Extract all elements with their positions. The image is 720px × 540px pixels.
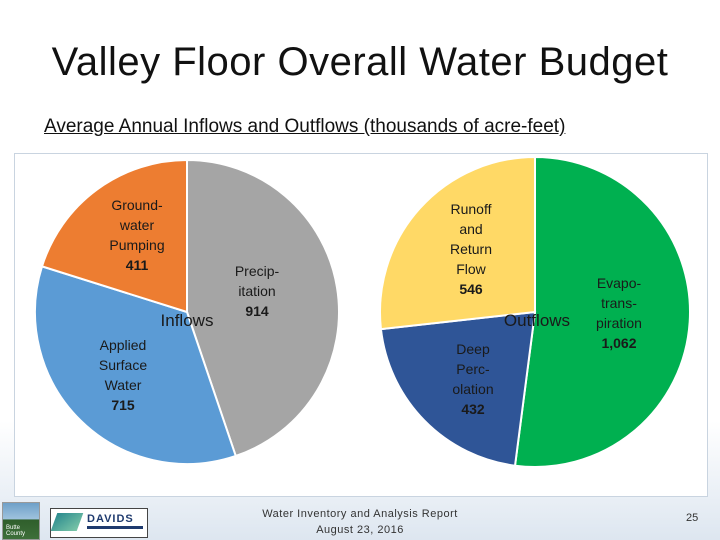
davids-logo-bar — [87, 526, 143, 529]
outflows-slice-1 — [379, 310, 537, 467]
davids-logo-text: DAVIDS — [87, 513, 134, 525]
inflows-slice-label-0: Precip-itation 914 — [235, 263, 280, 319]
outflows-slice-0 — [513, 155, 691, 468]
outflows-slice-2 — [379, 155, 536, 331]
outflows-slice-label-2: Runoff and Return Flow 546 — [450, 201, 492, 297]
inflows-slice-label-1: Applied Surface Water 715 — [99, 337, 147, 413]
footer-date: August 23, 2016 — [316, 524, 404, 536]
footer-report-name: Water Inventory and Analysis Report — [262, 508, 458, 520]
slide-subtitle: Average Annual Inflows and Outflows (tho… — [44, 116, 566, 137]
slide-title: Valley Floor Overall Water Budget — [51, 40, 669, 84]
outflows-slice-label-1: Deep Perc-olation 432 — [452, 341, 493, 417]
davids-logo-mark-icon — [50, 513, 84, 531]
inflows-slice-label-2: Ground-water Pumping 411 — [109, 197, 164, 273]
inflows-slice-0 — [186, 158, 340, 458]
inflows-slice-1 — [34, 265, 238, 465]
outflows-slice-label-0: Evapo-trans-piration 1,062 — [596, 275, 642, 351]
footer: Water Inventory and Analysis Report Augu… — [250, 506, 470, 538]
davids-logo: DAVIDS — [50, 508, 148, 538]
outflows-pie-title: Outflows — [504, 311, 570, 330]
inflows-slice-2 — [40, 158, 188, 314]
pie-charts: Precip-itation 914 Applied Surface Water 715 G… — [34, 155, 691, 468]
inflows-pie-title: Inflows — [161, 311, 214, 330]
butte-county-logo-text: Butte County — [6, 525, 26, 537]
chart-area: Precip-itation 914 Applied Surface Water 715 G… — [14, 153, 708, 497]
butte-county-logo: Butte County — [2, 502, 40, 540]
page-number: 25 — [686, 512, 699, 524]
